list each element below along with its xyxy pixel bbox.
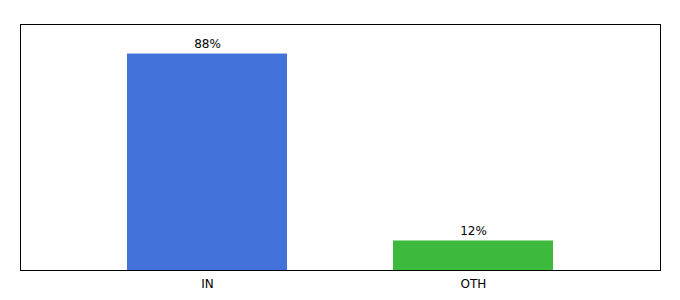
svg-text:IN: IN <box>201 277 214 291</box>
svg-text:OTH: OTH <box>461 277 487 291</box>
svg-text:88%: 88% <box>194 37 221 51</box>
svg-text:12%: 12% <box>460 224 487 238</box>
